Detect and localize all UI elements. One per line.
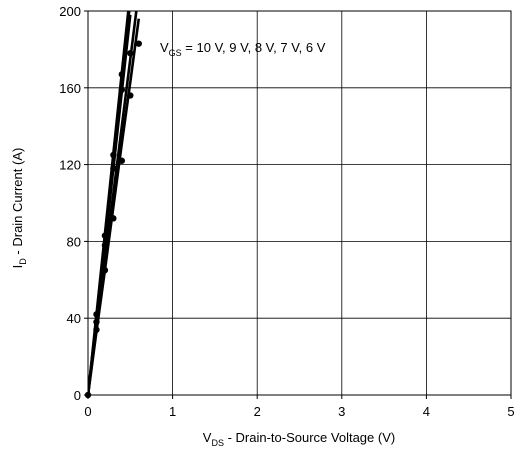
data-point [93, 326, 100, 333]
y-tick-label: 200 [59, 4, 81, 19]
y-tick-label: 40 [67, 311, 81, 326]
data-point [118, 71, 126, 78]
data-point [101, 242, 109, 249]
y-tick-label: 80 [67, 234, 81, 249]
data-point [135, 40, 142, 47]
data-point [127, 50, 134, 57]
series-line-3 [88, 18, 141, 395]
data-point [118, 157, 126, 164]
series-layer [88, 11, 141, 395]
plot-frame [87, 10, 512, 396]
grid-layer [88, 11, 511, 395]
data-point [118, 86, 126, 93]
data-point [101, 232, 109, 239]
x-tick-label: 4 [423, 404, 430, 419]
data-point [101, 267, 109, 274]
x-tick-label: 1 [169, 404, 176, 419]
points-layer [84, 40, 142, 399]
y-tick-label: 120 [59, 158, 81, 173]
x-tick-label: 3 [338, 404, 345, 419]
y-tick-label: 160 [59, 81, 81, 96]
x-tick-label: 2 [254, 404, 261, 419]
gate-voltage-annotation: VGS = 10 V, 9 V, 8 V, 7 V, 6 V [160, 40, 326, 58]
y-tick-label: 0 [74, 388, 81, 403]
y-axis-title: ID - Drain Current (A) [10, 148, 28, 269]
data-point [110, 165, 117, 172]
x-tick-label: 0 [84, 404, 91, 419]
data-point [110, 151, 117, 159]
data-point [93, 311, 100, 318]
x-tick-label: 5 [507, 404, 514, 419]
data-point [110, 215, 117, 222]
x-axis-title: VDS - Drain-to-Source Voltage (V) [203, 430, 395, 448]
tick-layer: 0 1 2 3 4 5 0 40 80 120 160 200 [59, 4, 514, 419]
data-point [93, 318, 100, 326]
data-point [127, 92, 134, 99]
